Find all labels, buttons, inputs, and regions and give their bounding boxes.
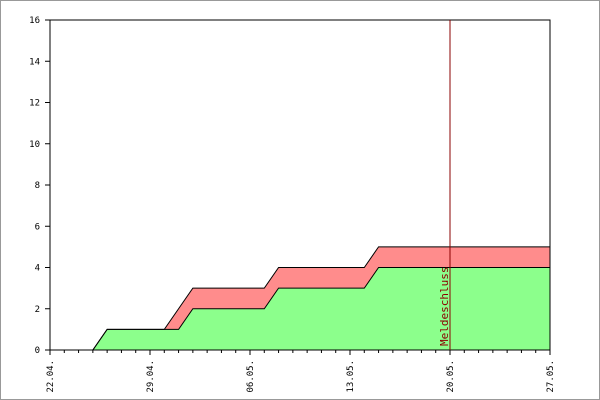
area-outline [50,246,550,351]
x-tick-label: 06.05. [246,360,256,393]
y-tick-label: 4 [35,264,40,274]
x-tick-label: 20.05. [446,360,456,393]
y-tick-label: 6 [35,222,40,232]
y-tick-label: 8 [35,181,40,191]
y-tick-label: 0 [35,346,40,356]
area [50,246,550,350]
y-tick-label: 2 [35,305,40,315]
y-tick-label: 12 [29,99,40,109]
y-tick-label: 16 [29,16,40,26]
x-tick-label: 22.04. [46,360,56,393]
y-tick-label: 10 [29,140,40,150]
x-tick-label: 13.05. [346,360,356,393]
annotation-label: Meldeschluss [438,267,451,346]
x-tick-label: 27.05. [546,360,556,393]
x-tick-label: 29.04. [146,360,156,393]
y-tick-label: 14 [29,57,40,67]
